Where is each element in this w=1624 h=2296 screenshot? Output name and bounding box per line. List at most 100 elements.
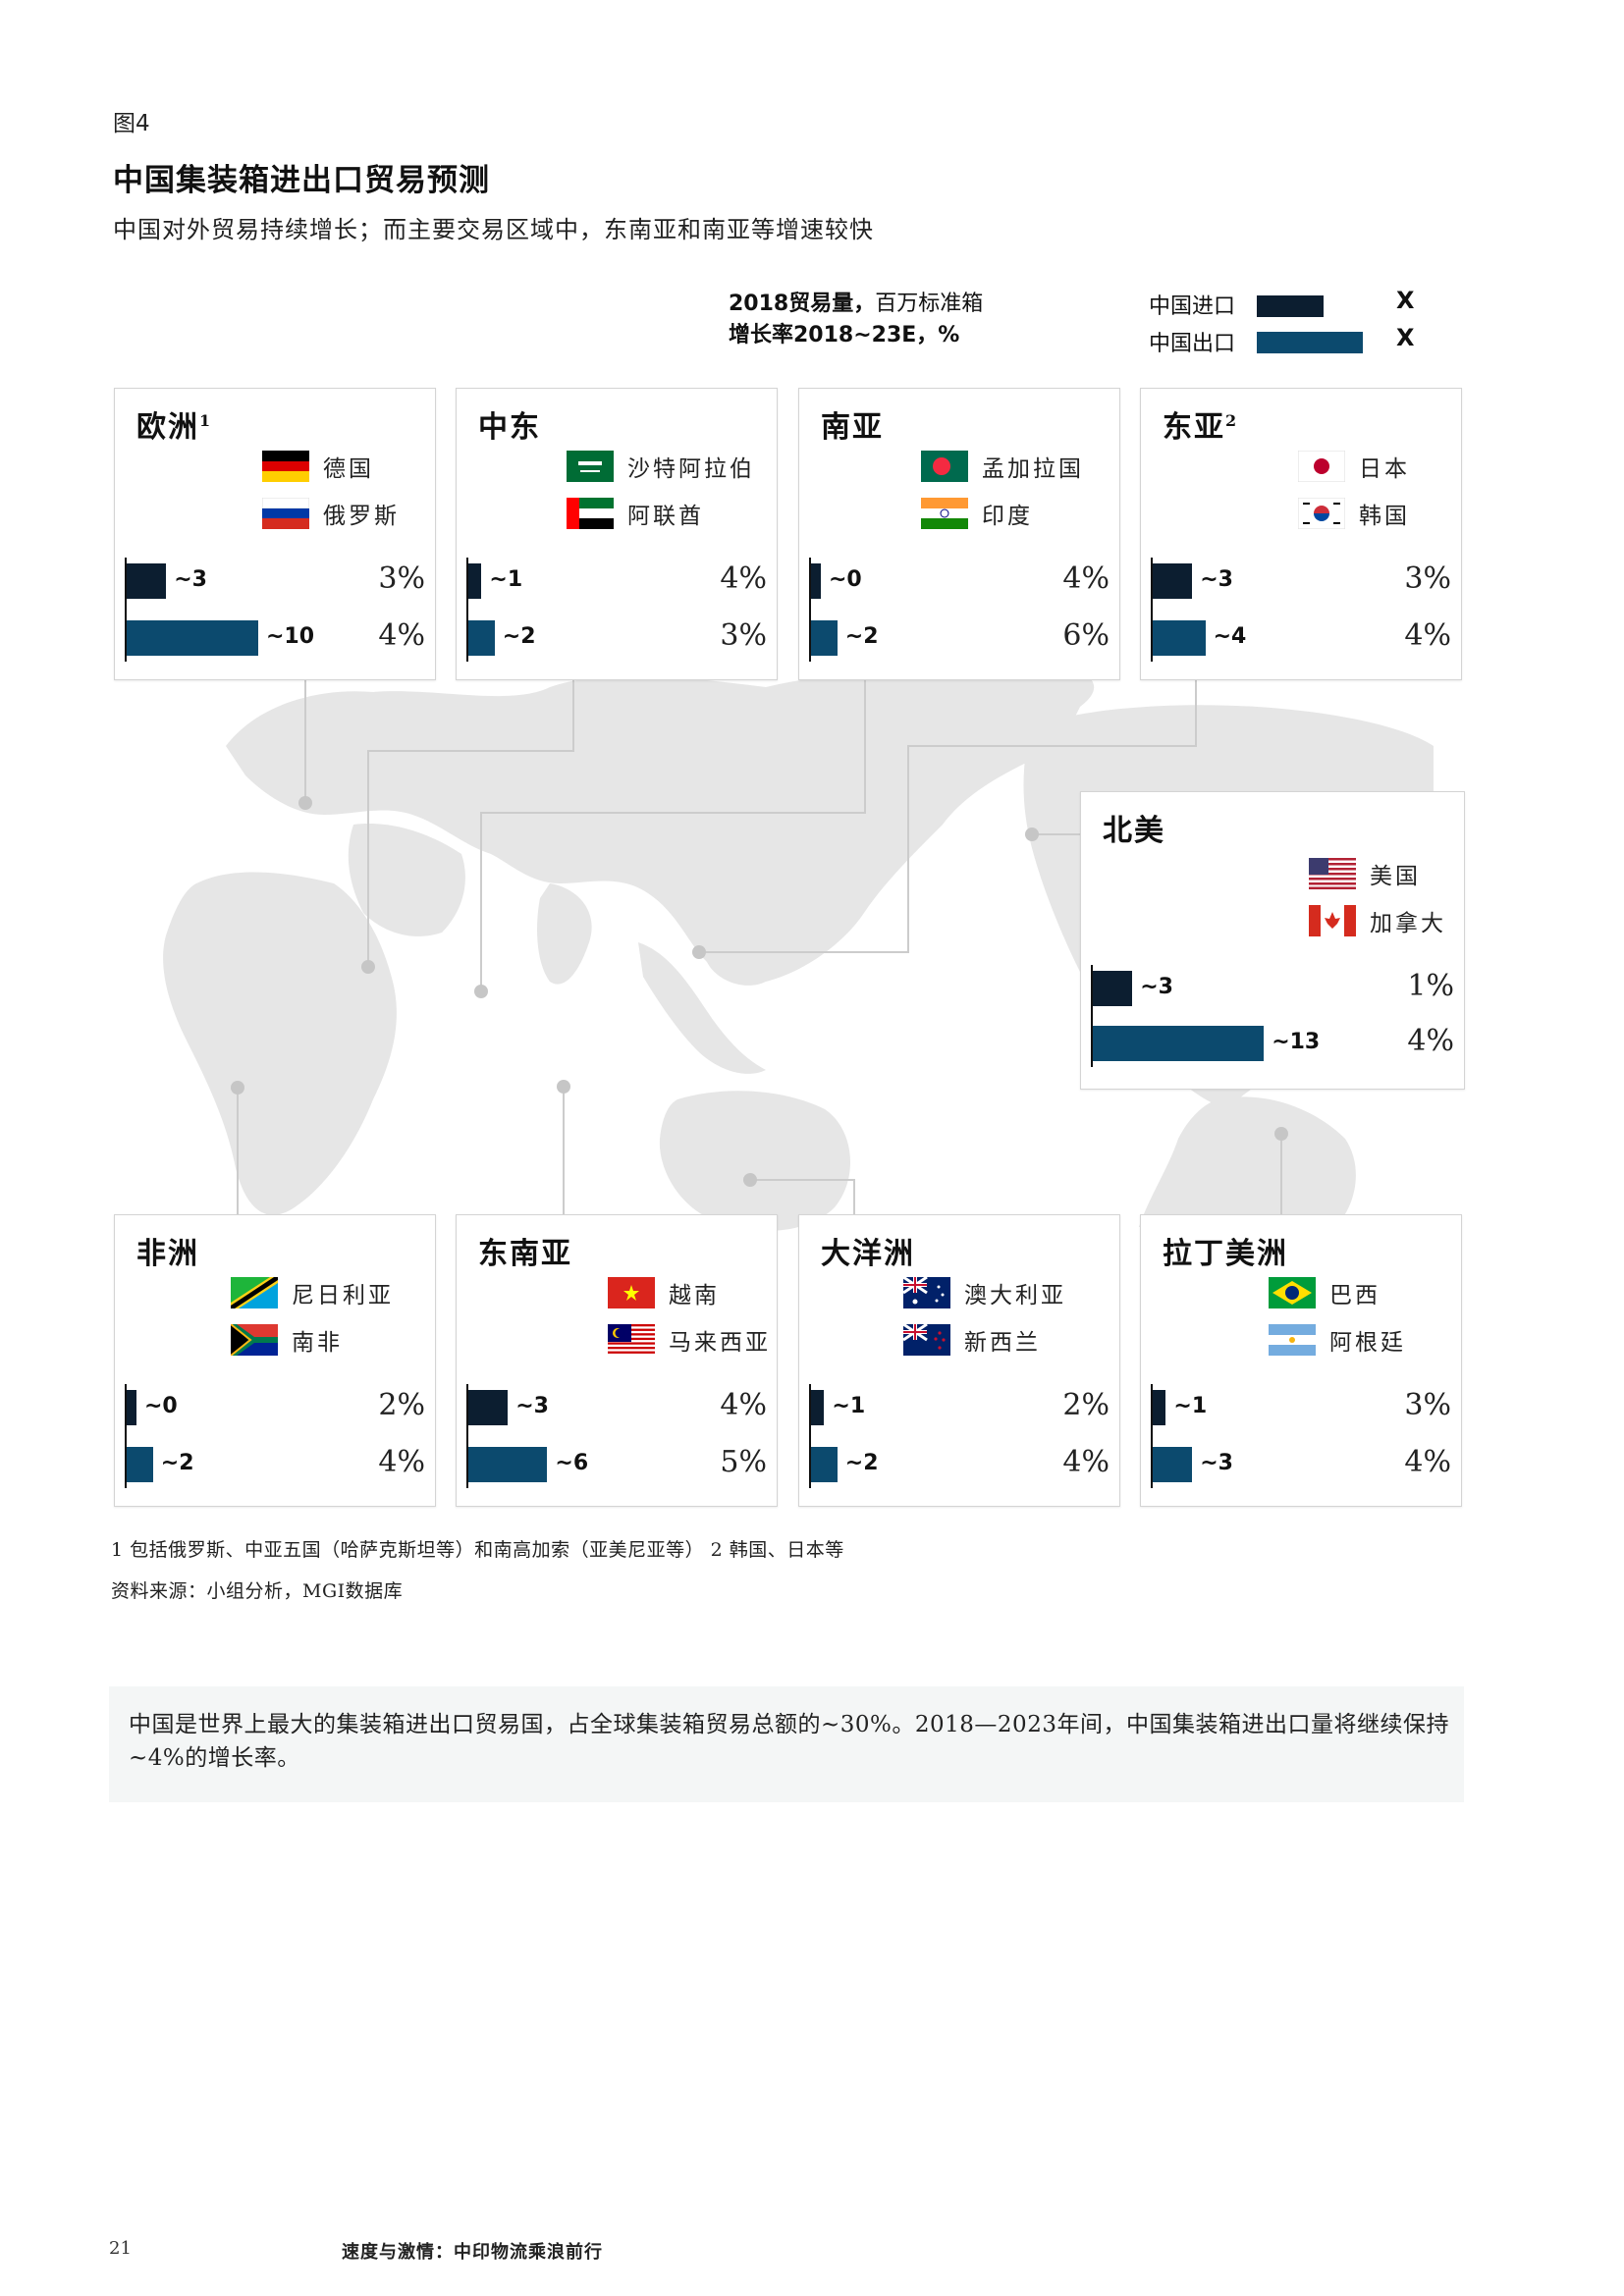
country-row: 越南: [608, 1276, 720, 1309]
source-note: 资料来源：小组分析，MGI数据库: [111, 1580, 404, 1602]
legend-export-label: 中国出口: [1149, 332, 1236, 356]
country-row: 澳大利亚: [903, 1276, 1066, 1309]
region-name: 非洲: [136, 1237, 199, 1271]
location-dots: [231, 796, 1288, 1187]
country-row: 印度: [921, 497, 1033, 530]
export-value-label: ~13: [1272, 1030, 1321, 1054]
bar-axis: [809, 558, 811, 662]
country-row: 德国: [262, 450, 374, 483]
tanzania-style-flag: [231, 1277, 278, 1308]
export-value-label: ~2: [844, 624, 879, 649]
region-name: 南亚: [821, 410, 884, 445]
legend-export-swatch: [1257, 332, 1363, 353]
export-value-label: ~2: [160, 1451, 194, 1475]
import-bar: [1153, 1390, 1166, 1425]
footer-title: 速度与激情：中印物流乘浪前行: [342, 2242, 603, 2263]
canada-flag: [1309, 905, 1356, 936]
russia-flag: [262, 498, 309, 529]
country-name: 尼日利亚: [292, 1283, 394, 1308]
import-bar: [1093, 971, 1133, 1006]
export-growth-label: 6%: [1062, 618, 1110, 653]
country-name: 日本: [1359, 456, 1410, 482]
import-value-label: ~3: [515, 1394, 549, 1418]
region-card: 中东 沙特阿拉伯 阿联酋 ~1 4% ~2 3%: [456, 388, 778, 680]
country-row: 南非: [231, 1323, 343, 1357]
country-row: 日本: [1298, 450, 1410, 483]
japan-flag: [1298, 451, 1345, 482]
malaysia-flag: [608, 1324, 655, 1356]
region-title: 欧洲1: [136, 402, 212, 446]
region-card: 拉丁美洲 巴西 阿根廷 ~1 3% ~3 4%: [1140, 1214, 1462, 1507]
import-growth-label: 1%: [1407, 969, 1454, 1003]
import-bar: [127, 563, 167, 599]
country-name: 印度: [982, 504, 1033, 529]
region-title: 北美: [1103, 806, 1165, 849]
export-value-label: ~3: [1200, 1451, 1233, 1475]
country-name: 马来西亚: [669, 1330, 771, 1356]
export-growth-label: 4%: [1404, 618, 1451, 653]
region-title: 中东: [478, 402, 541, 446]
region-footnote-marker: 2: [1225, 411, 1239, 430]
country-name: 韩国: [1359, 504, 1410, 529]
export-bar: [468, 620, 495, 656]
region-name: 欧洲: [136, 410, 199, 445]
australia-flag: [903, 1277, 950, 1308]
region-title: 大洋洲: [821, 1229, 915, 1272]
export-bar: [1093, 1026, 1265, 1061]
usa-flag: [1309, 858, 1356, 889]
region-name: 拉丁美洲: [1163, 1237, 1288, 1271]
region-card: 大洋洲 澳大利亚 新西兰 ~1 2% ~2 4%: [798, 1214, 1120, 1507]
summary-callout: 中国是世界上最大的集装箱进出口贸易国，占全球集装箱贸易总额的~30%。2018—…: [109, 1686, 1464, 1802]
bar-axis: [125, 1384, 127, 1488]
figure-number: 图4: [113, 111, 150, 136]
country-name: 阿根廷: [1329, 1330, 1406, 1356]
import-value-label: ~1: [832, 1394, 866, 1418]
korea-flag: [1298, 498, 1345, 529]
import-growth-label: 2%: [378, 1388, 425, 1422]
export-bar: [1153, 1447, 1193, 1482]
country-name: 阿联酋: [627, 504, 704, 529]
page-number: 21: [109, 2238, 132, 2259]
region-title: 东南亚: [478, 1229, 572, 1272]
country-name: 越南: [669, 1283, 720, 1308]
export-value-label: ~4: [1213, 624, 1247, 649]
india-flag: [921, 498, 968, 529]
import-growth-label: 2%: [1062, 1388, 1110, 1422]
vietnam-flag: [608, 1277, 655, 1308]
country-name: 南非: [292, 1330, 343, 1356]
legend-export-x: X: [1396, 324, 1415, 351]
export-value-label: ~6: [555, 1451, 589, 1475]
legend-import-swatch: [1257, 295, 1324, 317]
import-value-label: ~1: [1173, 1394, 1208, 1418]
region-title: 南亚: [821, 402, 884, 446]
region-name: 北美: [1103, 814, 1165, 848]
country-row: 俄罗斯: [262, 497, 400, 530]
export-growth-label: 3%: [720, 618, 767, 653]
region-card: 北美 美国 加拿大 ~3 1% ~13 4%: [1080, 791, 1465, 1090]
import-value-label: ~3: [1140, 975, 1173, 999]
country-name: 巴西: [1329, 1283, 1380, 1308]
import-value-label: ~0: [829, 567, 862, 592]
metric-line1-bold: 2018贸易量，: [729, 292, 876, 316]
saudi-arabia-flag: [567, 451, 614, 482]
import-bar: [468, 1390, 509, 1425]
germany-flag: [262, 451, 309, 482]
export-growth-label: 4%: [1404, 1445, 1451, 1479]
bar-axis: [466, 1384, 468, 1488]
region-card: 欧洲1 德国 俄罗斯 ~3 3% ~10 4%: [114, 388, 436, 680]
region-card: 东南亚 越南 马来西亚 ~3 4% ~6 5%: [456, 1214, 778, 1507]
export-growth-label: 4%: [378, 618, 425, 653]
region-card: 东亚2 日本 韩国 ~3 3% ~4 4%: [1140, 388, 1462, 680]
import-bar: [811, 1390, 825, 1425]
connector-lines: [237, 677, 1282, 1214]
footnote: 1 包括俄罗斯、中亚五国（哈萨克斯坦等）和南高加索（亚美尼亚等） 2 韩国、日本…: [111, 1539, 844, 1561]
bangladesh-flag: [921, 451, 968, 482]
country-row: 马来西亚: [608, 1323, 771, 1357]
import-bar: [127, 1390, 136, 1425]
country-name: 美国: [1370, 864, 1421, 889]
region-name: 东南亚: [478, 1237, 572, 1271]
region-card: 南亚 孟加拉国 印度 ~0 4% ~2 6%: [798, 388, 1120, 680]
bar-axis: [809, 1384, 811, 1488]
brazil-flag: [1269, 1277, 1316, 1308]
country-name: 俄罗斯: [323, 504, 400, 529]
